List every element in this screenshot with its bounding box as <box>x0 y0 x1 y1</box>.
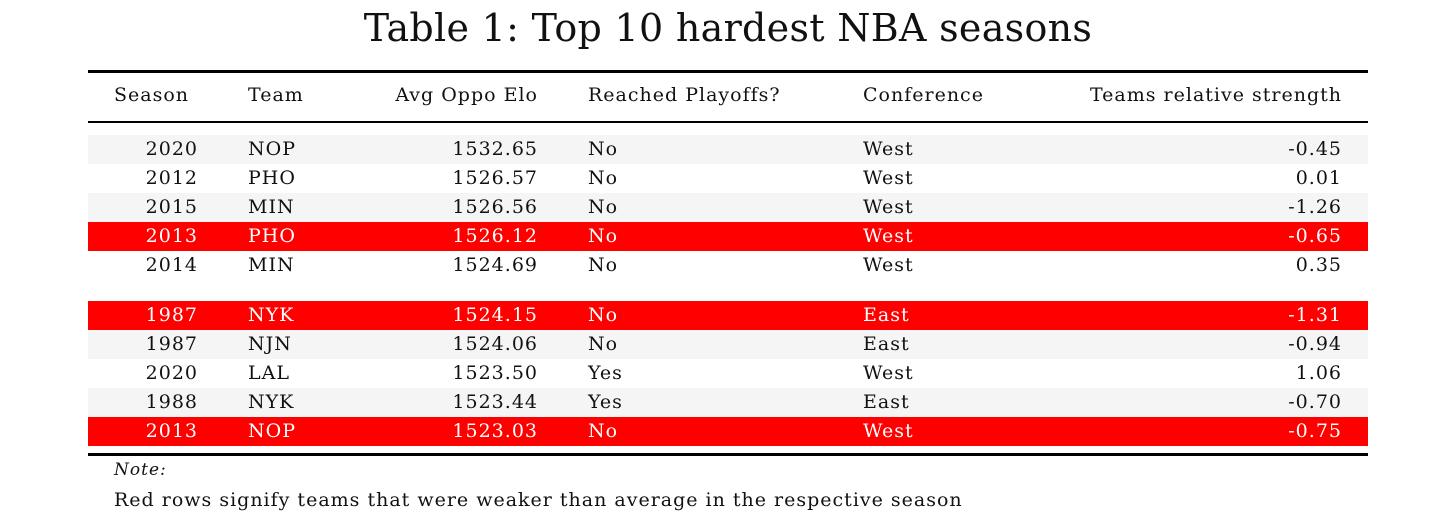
table-row: 1987 NJN 1524.06 No East -0.94 <box>88 330 1368 359</box>
cell-reached-playoffs: No <box>588 254 619 276</box>
table-row: 2013 PHO 1526.12 No West -0.65 <box>88 222 1368 251</box>
cell-conference: West <box>863 167 914 189</box>
cell-conference: West <box>863 362 914 384</box>
table-row: 2015 MIN 1526.56 No West -1.26 <box>88 193 1368 222</box>
cell-reached-playoffs: No <box>588 196 619 218</box>
cell-reached-playoffs: Yes <box>588 391 623 413</box>
note-label: Note: <box>114 460 167 480</box>
cell-relative-strength: 0.01 <box>1295 167 1342 189</box>
table-header: Season Team Avg Oppo Elo Reached Playoff… <box>88 84 1368 114</box>
cell-relative-strength: -1.26 <box>1288 196 1342 218</box>
header-conference: Conference <box>863 84 984 106</box>
note-text: Red rows signify teams that were weaker … <box>114 489 963 511</box>
cell-team: LAL <box>248 362 290 384</box>
cell-season: 2020 <box>145 138 198 160</box>
cell-team: NYK <box>248 304 295 326</box>
table-row: 2020 NOP 1532.65 No West -0.45 <box>88 135 1368 164</box>
cell-season: 2015 <box>145 196 198 218</box>
cell-relative-strength: -0.75 <box>1288 420 1342 442</box>
cell-reached-playoffs: Yes <box>588 362 623 384</box>
table-row: 2014 MIN 1524.69 No West 0.35 <box>88 251 1368 280</box>
cell-season: 2013 <box>145 225 198 247</box>
cell-reached-playoffs: No <box>588 225 619 247</box>
cell-season: 2020 <box>145 362 198 384</box>
cell-conference: East <box>863 333 910 355</box>
table-row: 1988 NYK 1523.44 Yes East -0.70 <box>88 388 1368 417</box>
cell-team: MIN <box>248 254 295 276</box>
cell-avg-oppo-elo: 1524.69 <box>452 254 538 276</box>
cell-relative-strength: -0.65 <box>1288 225 1342 247</box>
cell-relative-strength: -1.31 <box>1288 304 1342 326</box>
header-team: Team <box>248 84 304 106</box>
header-reached-playoffs: Reached Playoffs? <box>588 84 781 106</box>
cell-avg-oppo-elo: 1526.57 <box>452 167 538 189</box>
bottom-rule <box>88 453 1368 456</box>
cell-team: NOP <box>248 138 296 160</box>
cell-conference: East <box>863 304 910 326</box>
cell-team: NJN <box>248 333 292 355</box>
header-avg-oppo-elo: Avg Oppo Elo <box>395 84 538 106</box>
cell-season: 1987 <box>145 333 198 355</box>
cell-reached-playoffs: No <box>588 333 619 355</box>
table-row: 2012 PHO 1526.57 No West 0.01 <box>88 164 1368 193</box>
top-rule <box>88 70 1368 73</box>
cell-avg-oppo-elo: 1526.56 <box>452 196 538 218</box>
cell-team: PHO <box>248 167 296 189</box>
cell-team: PHO <box>248 225 296 247</box>
header-season: Season <box>114 84 190 106</box>
cell-relative-strength: -0.70 <box>1288 391 1342 413</box>
cell-season: 2012 <box>145 167 198 189</box>
cell-team: NOP <box>248 420 296 442</box>
cell-season: 1987 <box>145 304 198 326</box>
cell-conference: West <box>863 196 914 218</box>
cell-season: 1988 <box>145 391 198 413</box>
cell-avg-oppo-elo: 1524.15 <box>452 304 538 326</box>
table-title: Table 1: Top 10 hardest NBA seasons <box>363 6 1093 50</box>
cell-avg-oppo-elo: 1523.50 <box>452 362 538 384</box>
cell-relative-strength: 0.35 <box>1295 254 1342 276</box>
cell-conference: West <box>863 420 914 442</box>
cell-reached-playoffs: No <box>588 138 619 160</box>
cell-avg-oppo-elo: 1532.65 <box>452 138 538 160</box>
cell-conference: East <box>863 391 910 413</box>
cell-reached-playoffs: No <box>588 420 619 442</box>
cell-reached-playoffs: No <box>588 304 619 326</box>
cell-season: 2013 <box>145 420 198 442</box>
cell-relative-strength: 1.06 <box>1295 362 1342 384</box>
cell-conference: West <box>863 225 914 247</box>
header-relative-strength: Teams relative strength <box>1089 84 1342 106</box>
table-row: 2013 NOP 1523.03 No West -0.75 <box>88 417 1368 446</box>
header-rule <box>88 121 1368 123</box>
cell-relative-strength: -0.94 <box>1288 333 1342 355</box>
cell-avg-oppo-elo: 1523.03 <box>452 420 538 442</box>
cell-conference: West <box>863 254 914 276</box>
cell-reached-playoffs: No <box>588 167 619 189</box>
cell-avg-oppo-elo: 1524.06 <box>452 333 538 355</box>
cell-avg-oppo-elo: 1523.44 <box>452 391 538 413</box>
cell-avg-oppo-elo: 1526.12 <box>452 225 538 247</box>
cell-conference: West <box>863 138 914 160</box>
table-row: 1987 NYK 1524.15 No East -1.31 <box>88 301 1368 330</box>
cell-team: MIN <box>248 196 295 218</box>
table-row: 2020 LAL 1523.50 Yes West 1.06 <box>88 359 1368 388</box>
cell-team: NYK <box>248 391 295 413</box>
cell-relative-strength: -0.45 <box>1288 138 1342 160</box>
cell-season: 2014 <box>145 254 198 276</box>
